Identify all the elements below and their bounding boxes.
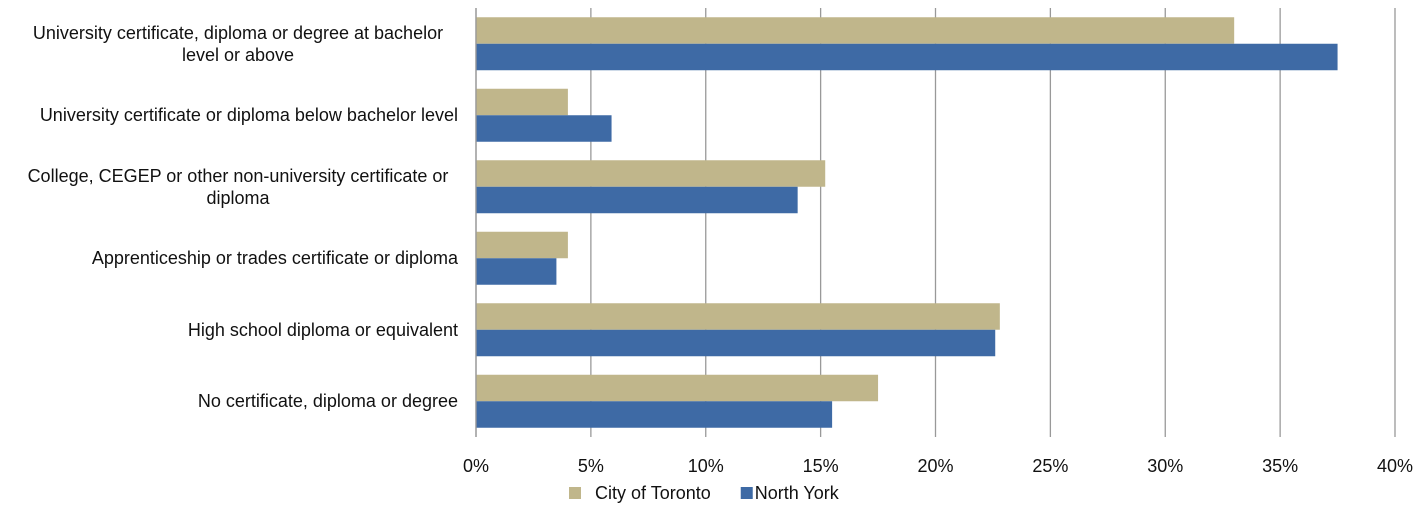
bar [476, 258, 557, 285]
category-text: Apprenticeship or trades certificate or … [91, 248, 458, 269]
category-text: College, CEGEP or other non-university c… [27, 165, 449, 208]
x-tick-label: 30% [1147, 456, 1183, 476]
category-text: No certificate, diploma or degree [197, 391, 458, 412]
legend-label: North York [755, 483, 840, 503]
x-tick-label: 0% [463, 456, 489, 476]
x-tick-label: 40% [1377, 456, 1413, 476]
legend-swatch [569, 487, 581, 499]
category-label: Apprenticeship or trades certificate or … [0, 223, 458, 295]
bar [476, 115, 612, 142]
category-label: No certificate, diploma or degree [0, 366, 458, 438]
category-label: College, CEGEP or other non-university c… [0, 151, 458, 223]
bar [476, 17, 1235, 44]
bar [476, 329, 996, 357]
bar [476, 186, 798, 214]
x-tick-label: 25% [1032, 456, 1068, 476]
category-label: University certificate, diploma or degre… [0, 8, 458, 80]
bar [476, 374, 879, 402]
legend-swatch [740, 487, 753, 499]
category-text: University certificate, diploma or degre… [32, 22, 444, 65]
x-tick-label: 5% [578, 456, 604, 476]
x-tick-label: 15% [803, 456, 839, 476]
legend-label: City of Toronto [595, 483, 711, 503]
bar [476, 160, 826, 187]
category-label: High school diploma or equivalent [0, 294, 458, 366]
bar [476, 88, 568, 116]
category-text: High school diploma or equivalent [187, 319, 458, 340]
category-text: University certificate or diploma below … [39, 105, 458, 126]
x-tick-label: 20% [917, 456, 953, 476]
bar [476, 303, 1000, 330]
bar [476, 43, 1338, 71]
x-tick-label: 10% [688, 456, 724, 476]
bar [476, 231, 568, 259]
category-label: University certificate or diploma below … [0, 80, 458, 152]
bar [476, 401, 833, 428]
x-tick-label: 35% [1262, 456, 1298, 476]
